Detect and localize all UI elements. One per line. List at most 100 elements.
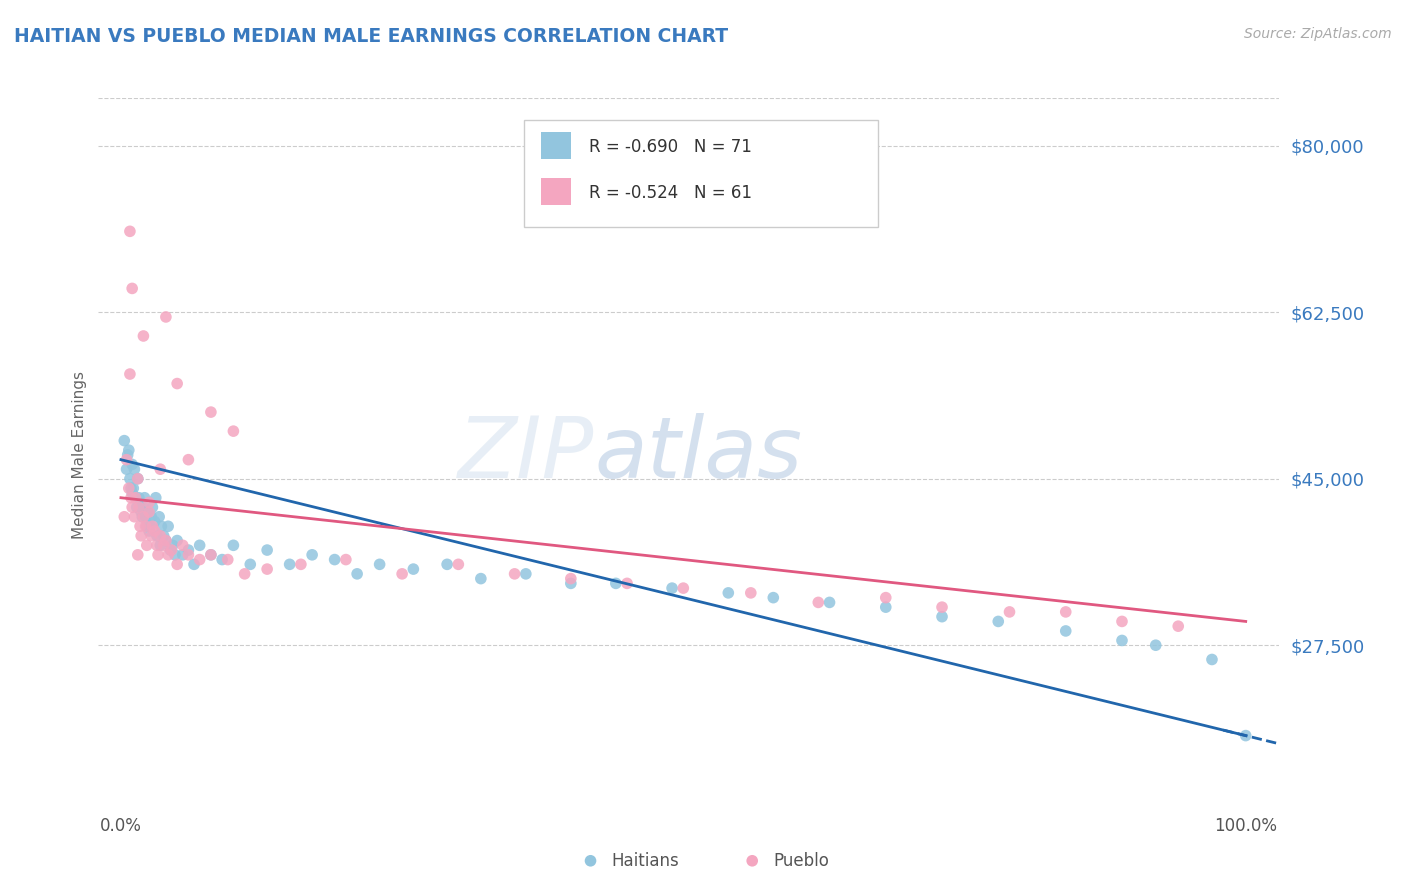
Point bbox=[290, 558, 312, 572]
Point bbox=[172, 538, 194, 552]
Point bbox=[155, 533, 177, 548]
Point bbox=[135, 519, 157, 533]
Point bbox=[188, 538, 211, 552]
Point bbox=[301, 548, 323, 562]
Point bbox=[740, 586, 762, 600]
Point bbox=[129, 519, 152, 533]
Point bbox=[135, 519, 157, 533]
Point bbox=[741, 854, 763, 868]
Point bbox=[1111, 615, 1133, 629]
Point bbox=[172, 548, 194, 562]
Point bbox=[323, 552, 346, 566]
Point bbox=[135, 509, 157, 524]
Point bbox=[124, 491, 146, 505]
Point bbox=[368, 558, 391, 572]
Point bbox=[560, 572, 582, 586]
Point bbox=[146, 538, 169, 552]
Point bbox=[118, 481, 141, 495]
Point bbox=[256, 543, 278, 558]
Text: R = -0.690   N = 71: R = -0.690 N = 71 bbox=[589, 137, 751, 155]
Point bbox=[335, 552, 357, 566]
Point bbox=[166, 533, 188, 548]
Point bbox=[127, 472, 149, 486]
Point bbox=[138, 524, 160, 538]
Point bbox=[118, 224, 141, 238]
Point bbox=[762, 591, 785, 605]
Point bbox=[470, 572, 492, 586]
Point bbox=[200, 548, 222, 562]
Point bbox=[129, 529, 152, 543]
Point bbox=[579, 854, 602, 868]
Text: ZIP: ZIP bbox=[458, 413, 595, 497]
Point bbox=[605, 576, 627, 591]
Point bbox=[141, 500, 163, 515]
Point bbox=[503, 566, 526, 581]
Point bbox=[162, 538, 184, 552]
Point bbox=[177, 543, 200, 558]
Point bbox=[183, 558, 205, 572]
Point bbox=[149, 462, 172, 476]
Point bbox=[129, 505, 152, 519]
Point bbox=[131, 509, 153, 524]
Point bbox=[233, 566, 256, 581]
Point bbox=[132, 509, 155, 524]
Point bbox=[211, 552, 233, 566]
Point bbox=[141, 519, 163, 533]
Point bbox=[1054, 624, 1077, 638]
Point bbox=[146, 529, 169, 543]
Point bbox=[875, 591, 897, 605]
Point bbox=[138, 505, 160, 519]
Point bbox=[120, 491, 142, 505]
Point bbox=[121, 500, 143, 515]
Point bbox=[661, 581, 683, 595]
Point bbox=[129, 500, 152, 515]
Point bbox=[998, 605, 1021, 619]
Point bbox=[155, 533, 177, 548]
FancyBboxPatch shape bbox=[541, 178, 571, 205]
Point bbox=[124, 509, 146, 524]
Text: HAITIAN VS PUEBLO MEDIAN MALE EARNINGS CORRELATION CHART: HAITIAN VS PUEBLO MEDIAN MALE EARNINGS C… bbox=[14, 27, 728, 45]
Point bbox=[152, 529, 174, 543]
Point bbox=[118, 367, 141, 381]
Point bbox=[132, 500, 155, 515]
Point bbox=[672, 581, 695, 595]
Point bbox=[128, 491, 150, 505]
Point bbox=[125, 500, 148, 515]
Point bbox=[200, 548, 222, 562]
Point bbox=[152, 538, 174, 552]
Point bbox=[166, 558, 188, 572]
Point bbox=[160, 543, 183, 558]
Point bbox=[112, 434, 135, 448]
Y-axis label: Median Male Earnings: Median Male Earnings bbox=[72, 371, 87, 539]
Point bbox=[115, 462, 138, 476]
Point bbox=[436, 558, 458, 572]
Point bbox=[112, 509, 135, 524]
Point bbox=[931, 609, 953, 624]
Point bbox=[157, 548, 180, 562]
Point bbox=[127, 548, 149, 562]
Point bbox=[135, 538, 157, 552]
Text: Pueblo: Pueblo bbox=[773, 852, 830, 870]
Point bbox=[138, 495, 160, 509]
Point bbox=[1111, 633, 1133, 648]
Point bbox=[139, 519, 162, 533]
Point bbox=[120, 481, 142, 495]
Point bbox=[157, 519, 180, 533]
Point bbox=[149, 529, 172, 543]
Point bbox=[217, 552, 239, 566]
Point bbox=[256, 562, 278, 576]
Point bbox=[346, 566, 368, 581]
Point bbox=[118, 472, 141, 486]
Point bbox=[1234, 729, 1257, 743]
Point bbox=[143, 515, 166, 529]
Point bbox=[122, 481, 145, 495]
FancyBboxPatch shape bbox=[523, 120, 877, 227]
Point bbox=[141, 529, 163, 543]
Point bbox=[402, 562, 425, 576]
Point bbox=[134, 491, 156, 505]
Point bbox=[1167, 619, 1189, 633]
Point bbox=[818, 595, 841, 609]
Point bbox=[124, 491, 146, 505]
Point bbox=[149, 538, 172, 552]
Point bbox=[1201, 652, 1223, 666]
